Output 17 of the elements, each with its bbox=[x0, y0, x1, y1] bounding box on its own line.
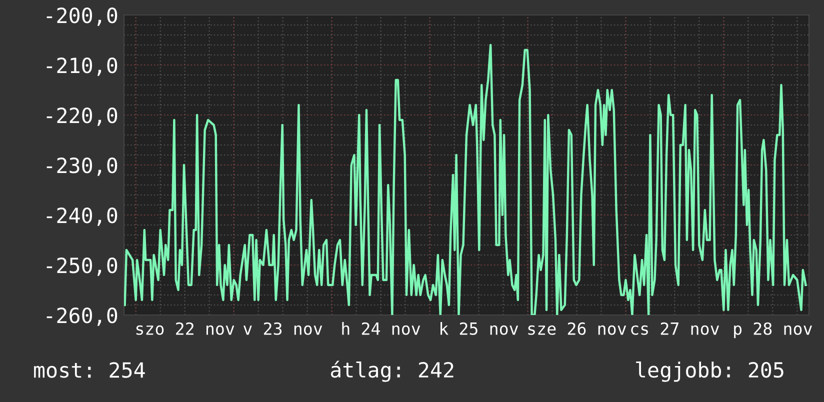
y-tick-label: -200,0 bbox=[46, 8, 118, 26]
text: átlag: 242 bbox=[330, 360, 454, 382]
x-tick-label: h 24 nov bbox=[342, 322, 420, 335]
y-tick-label: -230,0 bbox=[46, 158, 118, 176]
text: most: 254 bbox=[34, 362, 145, 378]
x-tick-label: k 25 nov bbox=[440, 322, 518, 335]
y-tick-label: -210,0 bbox=[46, 58, 118, 76]
x-tick-label: v 23 nov bbox=[243, 322, 322, 335]
x-tick-label: cs 27 nov bbox=[631, 322, 720, 335]
x-tick-label: szo 22 nov bbox=[136, 322, 234, 335]
y-tick-label: -240,0 bbox=[46, 208, 118, 226]
y-tick-label: -250,0 bbox=[46, 258, 118, 276]
x-tick-label: sze 26 nov bbox=[528, 322, 626, 335]
y-tick-label: -260,0 bbox=[46, 308, 118, 326]
text: legjobb: 205 bbox=[636, 361, 784, 382]
x-tick-label: p 28 nov bbox=[734, 322, 812, 338]
y-tick-label: -220,0 bbox=[46, 108, 118, 126]
